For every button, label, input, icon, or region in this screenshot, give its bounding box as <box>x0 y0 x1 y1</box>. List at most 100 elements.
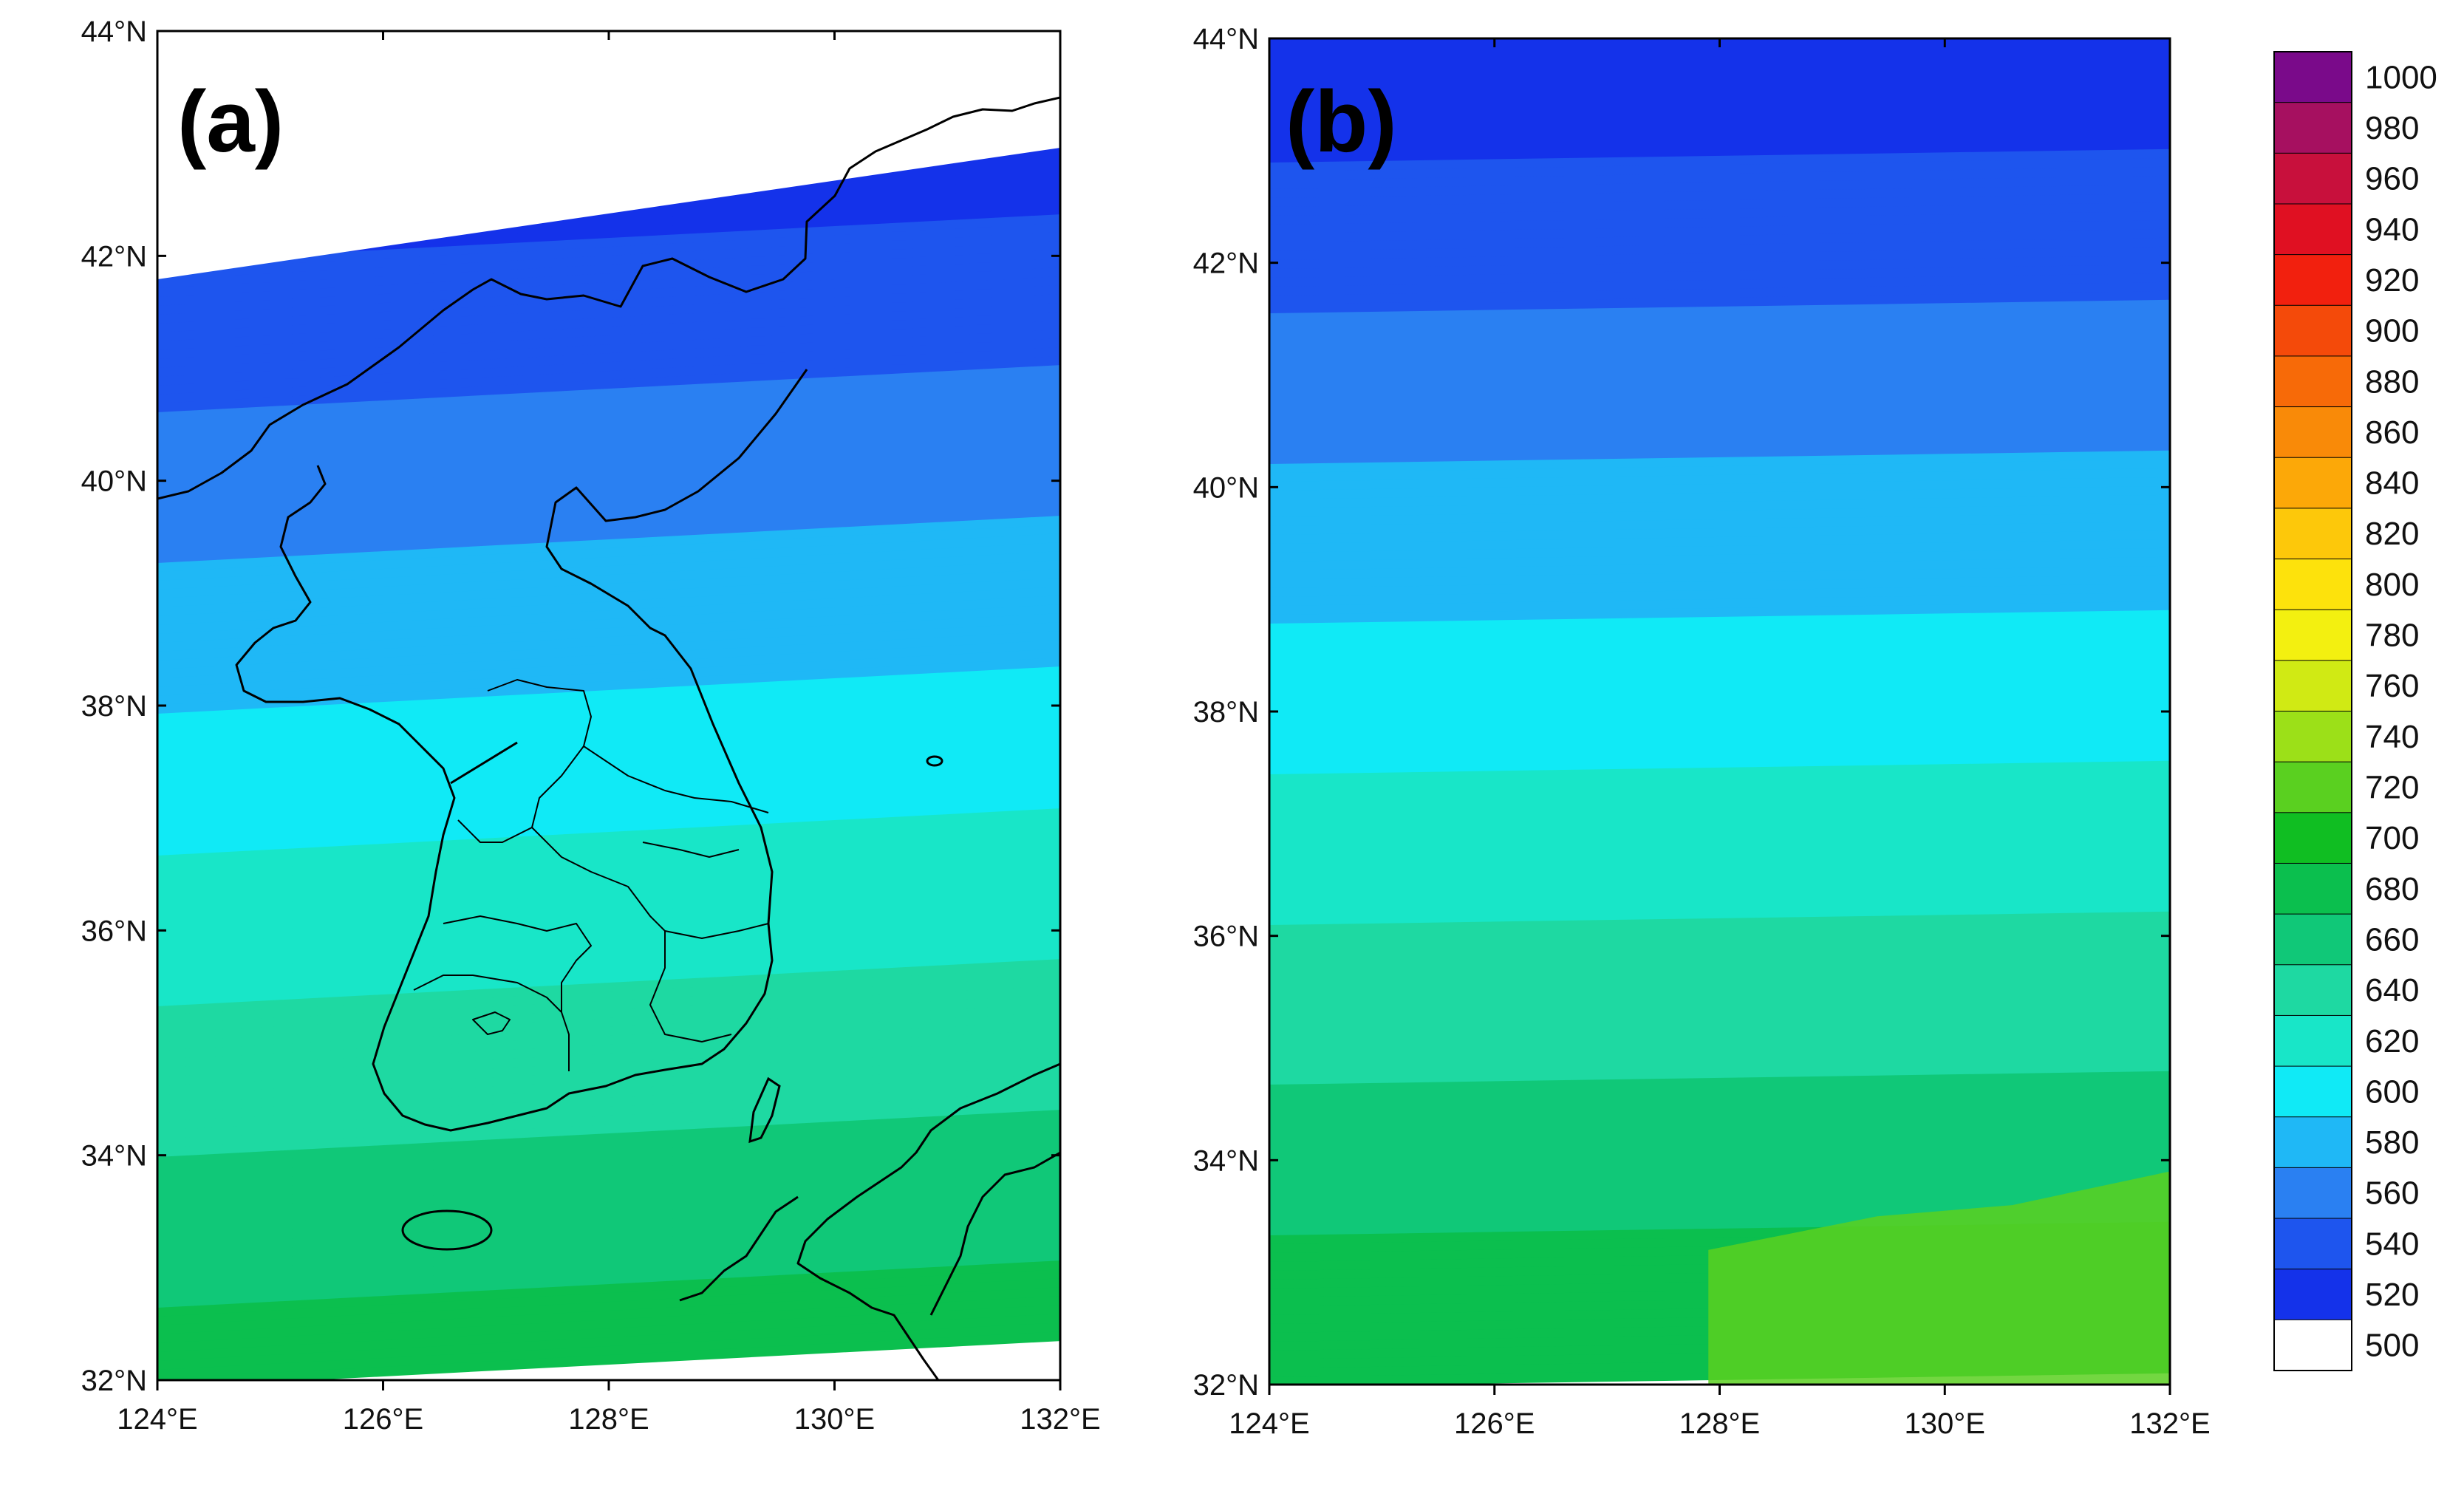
panel-a-lat-ticks: 44°N 42°N 40°N 38°N 36°N 34°N 32°N <box>81 16 1060 1397</box>
lon-tick-label: 124°E <box>117 1403 197 1436</box>
field-band <box>157 1110 1060 1167</box>
field-band <box>157 1331 1060 1380</box>
colorbar-swatch <box>2273 406 2352 459</box>
field-band <box>157 489 1060 546</box>
colorbar-swatch <box>2273 1065 2352 1118</box>
field-band <box>157 1101 1060 1158</box>
field-band <box>1269 228 2170 252</box>
field-band <box>157 560 1060 617</box>
field-band <box>157 1065 1060 1122</box>
field-band <box>157 214 1060 271</box>
colorbar-label: 700 <box>2365 820 2419 856</box>
field-band <box>157 321 1060 378</box>
field-band <box>157 392 1060 448</box>
field-band <box>157 250 1060 307</box>
field-band <box>1269 982 2170 1006</box>
field-band <box>1269 716 2170 740</box>
field-band <box>1269 973 2170 997</box>
lat-tick-label: 38°N <box>81 690 147 723</box>
field-band <box>157 498 1060 555</box>
lon-tick-label: 126°E <box>1454 1407 1535 1440</box>
field-band <box>1269 308 2170 332</box>
field-band <box>1269 1204 2170 1227</box>
field-band <box>157 932 1060 989</box>
panel-b-lon-ticks: 124°E 126°E 128°E 130°E 132°E <box>1229 38 2211 1440</box>
field-band <box>1269 281 2170 305</box>
panel-a-lon-ticks: 124°E 126°E 128°E 130°E 132°E <box>117 31 1101 1436</box>
colorbar-label: 920 <box>2365 262 2419 298</box>
field-band <box>1269 991 2170 1014</box>
lon-tick-label: 132°E <box>2129 1407 2210 1440</box>
field-band <box>1269 618 2170 642</box>
colorbar-label: 720 <box>2365 769 2419 805</box>
colorbar-swatch <box>2273 1014 2352 1068</box>
lat-tick-label: 32°N <box>81 1365 147 1397</box>
field-band <box>1269 1079 2170 1103</box>
field-band <box>157 1243 1060 1300</box>
panel-a-jeju-island <box>401 1209 493 1251</box>
field-band <box>1269 193 2170 216</box>
field-band <box>157 365 1060 422</box>
field-band <box>157 1136 1060 1193</box>
colorbar-swatch <box>2273 1218 2352 1270</box>
lat-tick-label: 40°N <box>1193 471 1259 504</box>
lat-tick-label: 44°N <box>1193 23 1259 55</box>
field-band <box>1269 1133 2170 1156</box>
lon-tick-label: 124°E <box>1229 1407 1309 1440</box>
field-band <box>157 1207 1060 1264</box>
field-band <box>1269 432 2170 456</box>
field-band <box>157 241 1060 298</box>
panel-a-coastlines <box>157 96 1060 1380</box>
field-band <box>157 755 1060 812</box>
field-band <box>1269 547 2170 571</box>
field-band <box>1269 166 2170 190</box>
panel-b-label: (b) <box>1286 73 1397 171</box>
field-band <box>1269 636 2170 660</box>
field-band <box>1269 255 2170 279</box>
field-band <box>157 232 1060 289</box>
field-band <box>1269 423 2170 447</box>
colorbar-label: 500 <box>2365 1328 2419 1364</box>
lat-tick-label: 42°N <box>1193 248 1259 280</box>
field-band <box>1269 743 2170 766</box>
field-band <box>157 569 1060 626</box>
field-band <box>157 1012 1060 1069</box>
field-band <box>1269 734 2170 757</box>
field-band <box>157 1003 1060 1060</box>
field-band <box>157 578 1060 635</box>
field-band <box>1269 299 2170 323</box>
field-band <box>157 516 1060 573</box>
field-band <box>1269 946 2170 970</box>
colorbar-label: 640 <box>2365 972 2419 1009</box>
panel-b: 44°N42°N40°N38°N36°N34°N32°N 124°E 126°E 1… <box>1193 23 2211 1440</box>
field-band <box>157 941 1060 998</box>
field-band <box>1269 778 2170 802</box>
field-band <box>1269 1106 2170 1130</box>
colorbar-label: 660 <box>2365 921 2419 958</box>
field-band <box>157 604 1060 661</box>
panel-a-cross-section-line <box>450 741 518 785</box>
field-band <box>157 861 1060 918</box>
field-band <box>157 737 1060 794</box>
field-band <box>1269 361 2170 385</box>
colorbar-swatch <box>2273 203 2352 256</box>
colorbar-label: 560 <box>2365 1175 2419 1212</box>
field-band <box>157 400 1060 457</box>
field-band <box>1269 42 2170 66</box>
field-band <box>157 1119 1060 1175</box>
colorbar-swatch <box>2273 1319 2352 1372</box>
field-band <box>1269 698 2170 722</box>
field-band <box>157 844 1060 901</box>
field-band <box>1269 60 2170 83</box>
lat-tick-label: 40°N <box>81 465 147 498</box>
field-band <box>1269 1150 2170 1174</box>
field-band <box>1269 1195 2170 1218</box>
field-band <box>1269 822 2170 846</box>
colorbar-label: 800 <box>2365 567 2419 603</box>
field-band <box>1269 1053 2170 1076</box>
field-band <box>1269 86 2170 110</box>
field-band <box>1269 122 2170 146</box>
field-band <box>157 870 1060 927</box>
field-band <box>157 631 1060 688</box>
field-band <box>1269 849 2170 873</box>
